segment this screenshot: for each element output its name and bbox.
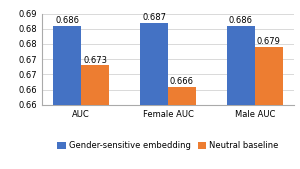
Bar	[168, 87, 196, 169]
Bar	[81, 65, 109, 169]
Text: 0.686: 0.686	[55, 16, 79, 25]
Bar	[227, 26, 255, 169]
Text: 0.679: 0.679	[257, 37, 281, 46]
Bar	[255, 47, 283, 169]
Text: 0.666: 0.666	[170, 77, 194, 86]
Bar	[53, 26, 81, 169]
Text: 0.673: 0.673	[83, 56, 107, 65]
Text: 0.687: 0.687	[142, 13, 166, 22]
Text: 0.686: 0.686	[229, 16, 253, 25]
Legend: Gender-sensitive embedding, Neutral baseline: Gender-sensitive embedding, Neutral base…	[54, 138, 282, 154]
Bar	[140, 23, 168, 169]
